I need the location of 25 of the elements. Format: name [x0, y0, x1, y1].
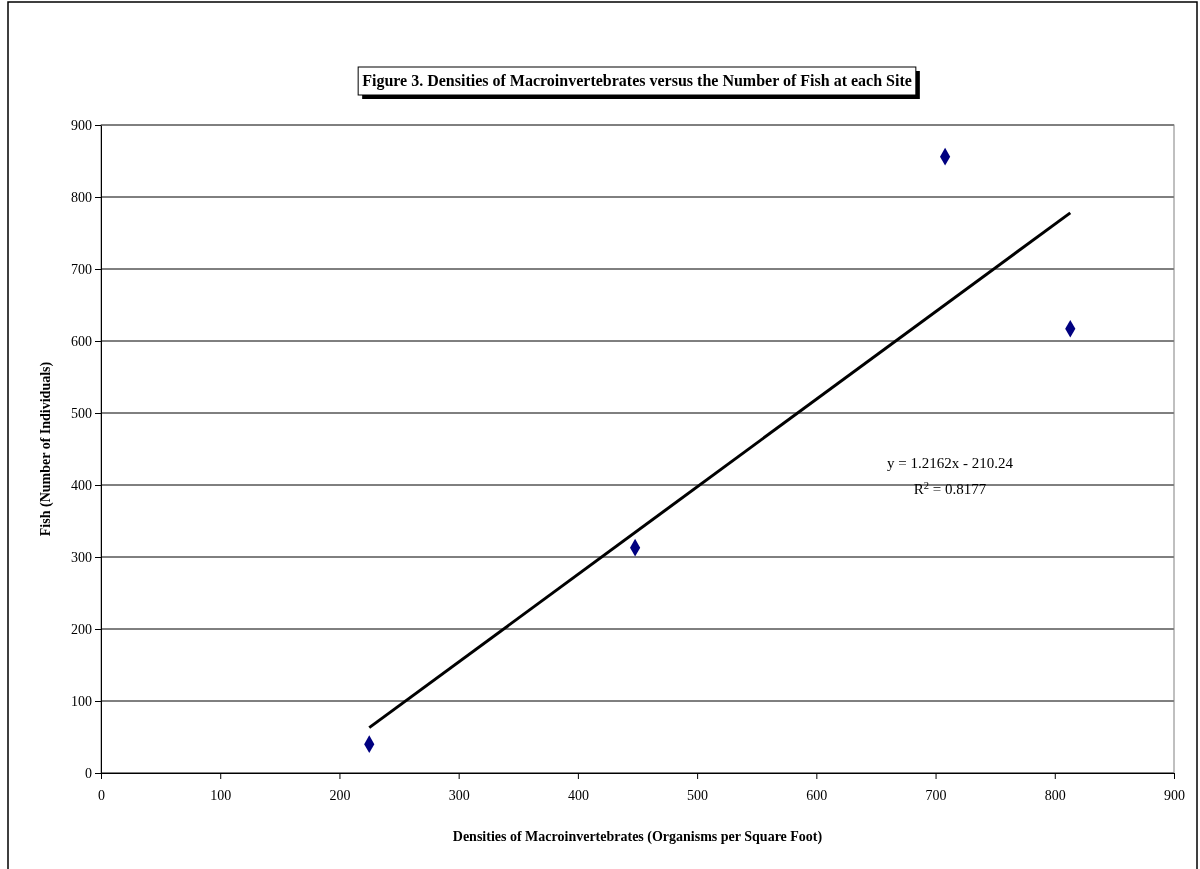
x-tick-label: 800 — [1044, 788, 1066, 804]
x-tick-label: 700 — [925, 788, 947, 804]
x-tick-label: 0 — [98, 788, 105, 804]
annotation: y = 1.2162x - 210.24 — [887, 455, 1014, 471]
y-tick-label: 700 — [71, 261, 92, 277]
y-tick-label: 200 — [71, 621, 92, 637]
y-tick-label: 600 — [71, 333, 92, 349]
x-tick-label: 500 — [687, 788, 709, 804]
y-tick-label: 800 — [71, 189, 92, 205]
x-tick-label: 900 — [1164, 788, 1185, 804]
x-tick-label: 400 — [567, 788, 589, 804]
y-tick-label: 0 — [85, 765, 92, 781]
annotation: R$^{2}$ = 0.8177 — [913, 479, 987, 497]
x-tick-label: 200 — [329, 788, 351, 804]
x-tick-label: 300 — [448, 788, 470, 804]
chart-title: Figure 3. Densities of Macroinvertebrates versus the Number of Fish at each Site — [362, 72, 912, 90]
x-axis-title: Densities of Macroinvertebrates (Organisms per Square Foot) — [452, 829, 823, 845]
y-tick-label: 400 — [71, 477, 92, 493]
y-tick-label: 300 — [71, 549, 92, 565]
x-tick-label: 100 — [210, 788, 232, 804]
y-tick-label: 900 — [71, 117, 92, 133]
y-axis-title: Fish (Number of Individuals) — [38, 361, 54, 537]
y-tick-label: 500 — [71, 405, 92, 421]
x-tick-label: 600 — [806, 788, 828, 804]
y-tick-label: 100 — [71, 693, 92, 709]
